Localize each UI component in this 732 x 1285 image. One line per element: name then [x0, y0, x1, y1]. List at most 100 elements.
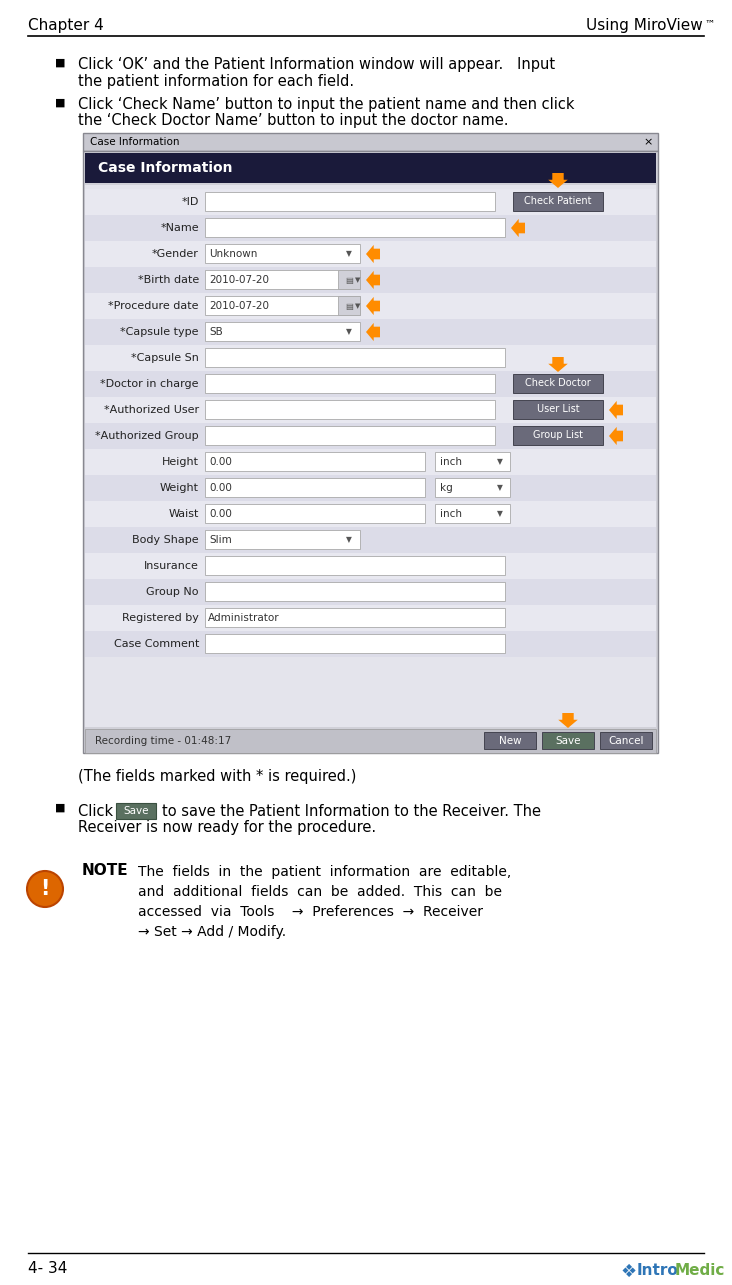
Text: kg: kg	[440, 483, 453, 493]
Text: inch: inch	[440, 457, 462, 466]
Bar	[85, 448, 656, 475]
Text: Waist: Waist	[168, 509, 199, 519]
Bar	[435, 478, 510, 497]
Bar	[205, 374, 495, 393]
Text: ▤: ▤	[345, 275, 353, 284]
Text: NOTE: NOTE	[82, 864, 129, 878]
Text: *Capsule Sn: *Capsule Sn	[131, 353, 199, 362]
Bar	[600, 732, 652, 749]
Text: Save: Save	[123, 806, 149, 816]
Text: 0.00: 0.00	[209, 457, 232, 466]
Text: Weight: Weight	[160, 483, 199, 493]
Text: Administrator: Administrator	[208, 613, 280, 623]
Bar	[85, 729, 656, 753]
Bar	[85, 397, 656, 423]
Text: Body Shape: Body Shape	[132, 535, 199, 545]
Bar	[205, 323, 360, 341]
Bar	[85, 475, 656, 501]
Text: Insurance: Insurance	[144, 562, 199, 571]
Text: ▼: ▼	[355, 303, 360, 308]
Text: 2010-07-20: 2010-07-20	[209, 275, 269, 285]
Polygon shape	[548, 357, 568, 371]
Bar	[85, 293, 656, 319]
Text: inch: inch	[440, 509, 462, 519]
Bar	[85, 242, 656, 267]
Bar	[542, 732, 594, 749]
Bar	[205, 504, 425, 523]
Polygon shape	[366, 323, 380, 341]
Text: Click: Click	[78, 804, 122, 819]
Bar	[205, 556, 505, 574]
Text: User List: User List	[537, 405, 579, 415]
Bar	[83, 152, 658, 753]
Text: 0.00: 0.00	[209, 483, 232, 493]
Bar	[435, 504, 510, 523]
Bar	[83, 134, 658, 152]
Text: Recording time - 01:48:17: Recording time - 01:48:17	[95, 736, 231, 747]
Text: to save the Patient Information to the Receiver. The: to save the Patient Information to the R…	[162, 804, 541, 819]
Text: accessed  via  Tools    →  Preferences  →  Receiver: accessed via Tools → Preferences → Recei…	[138, 905, 483, 919]
Bar	[85, 215, 656, 242]
Text: Cancel: Cancel	[608, 735, 643, 745]
Bar	[205, 582, 505, 601]
Text: *Procedure date: *Procedure date	[108, 301, 199, 311]
Text: ■: ■	[55, 803, 65, 813]
Bar	[85, 605, 656, 631]
Text: ▼: ▼	[346, 328, 352, 337]
Polygon shape	[511, 218, 525, 238]
Bar	[205, 270, 360, 289]
Bar	[85, 319, 656, 344]
Text: (The fields marked with * is required.): (The fields marked with * is required.)	[78, 768, 356, 784]
Text: *Capsule type: *Capsule type	[121, 326, 199, 337]
Bar	[513, 374, 603, 393]
Bar	[85, 185, 656, 727]
Text: Unknown: Unknown	[209, 249, 258, 260]
Bar	[205, 634, 505, 653]
Bar	[205, 348, 505, 368]
Bar	[513, 400, 603, 419]
Polygon shape	[609, 427, 623, 445]
Text: → Set → Add / Modify.: → Set → Add / Modify.	[138, 925, 286, 939]
Bar	[116, 803, 156, 819]
Text: Save: Save	[556, 735, 580, 745]
Polygon shape	[366, 297, 380, 315]
Bar	[85, 527, 656, 553]
Polygon shape	[548, 173, 568, 188]
Text: the patient information for each field.: the patient information for each field.	[78, 75, 354, 89]
Bar	[85, 344, 656, 371]
Bar	[85, 423, 656, 448]
Bar	[85, 553, 656, 580]
Bar	[85, 189, 656, 215]
Text: The  fields  in  the  patient  information  are  editable,: The fields in the patient information ar…	[138, 865, 511, 879]
Text: Height: Height	[162, 457, 199, 466]
Text: Slim: Slim	[209, 535, 232, 545]
Bar	[435, 452, 510, 472]
Text: ▼: ▼	[355, 278, 360, 283]
Bar	[205, 191, 495, 211]
Bar	[85, 501, 656, 527]
Bar	[338, 270, 360, 289]
Bar	[85, 631, 656, 657]
Text: and  additional  fields  can  be  added.  This  can  be: and additional fields can be added. This…	[138, 885, 502, 899]
Text: Case Information: Case Information	[98, 161, 233, 175]
Text: Chapter 4: Chapter 4	[28, 18, 104, 33]
Text: ▼: ▼	[497, 457, 503, 466]
Text: 4- 34: 4- 34	[28, 1261, 67, 1276]
Polygon shape	[559, 713, 578, 729]
Text: ▼: ▼	[497, 483, 503, 492]
Bar	[205, 218, 505, 236]
Text: *Doctor in charge: *Doctor in charge	[100, 379, 199, 389]
Text: Intro: Intro	[637, 1263, 679, 1279]
Bar	[205, 452, 425, 472]
Text: Receiver is now ready for the procedure.: Receiver is now ready for the procedure.	[78, 820, 376, 835]
Text: ▼: ▼	[497, 509, 503, 519]
Text: *ID: *ID	[182, 197, 199, 207]
Text: ❖: ❖	[620, 1263, 636, 1281]
Bar	[85, 267, 656, 293]
Text: Case Information: Case Information	[90, 137, 179, 146]
Text: *Gender: *Gender	[152, 249, 199, 260]
Text: New: New	[498, 735, 521, 745]
Text: Group List: Group List	[533, 430, 583, 441]
Bar	[205, 427, 495, 445]
Text: *Authorized User: *Authorized User	[104, 405, 199, 415]
